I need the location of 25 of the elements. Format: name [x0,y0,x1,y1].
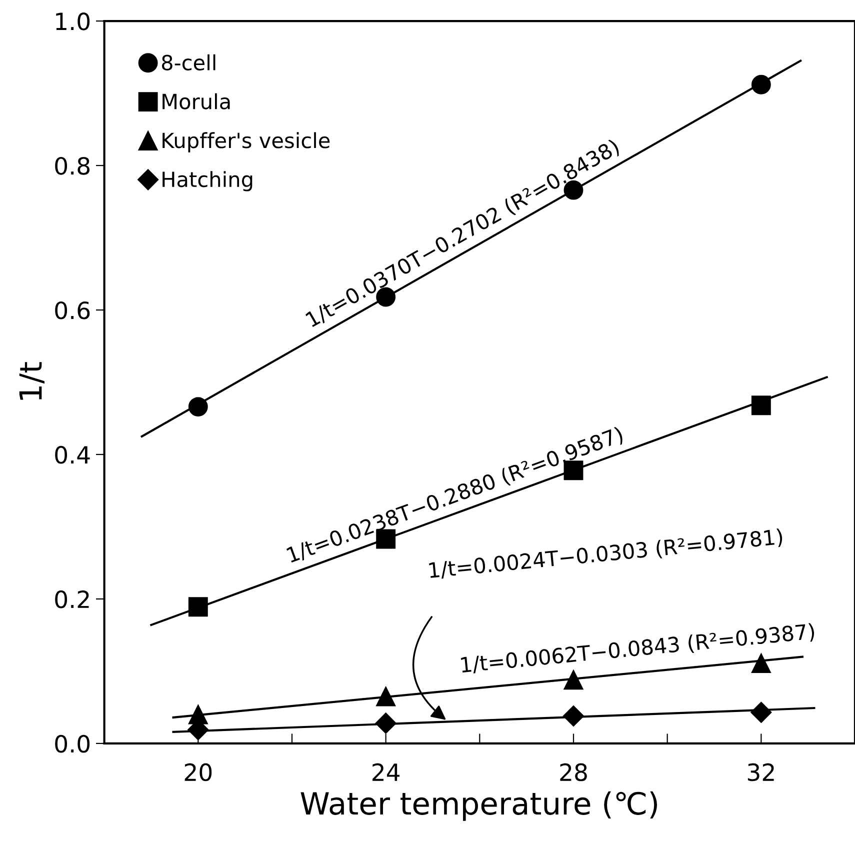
y-tick-label: 0.4 [55,446,90,464]
y-tick-label: 1.0 [56,12,90,30]
point [188,597,208,617]
y-tick-label: 0.2 [55,590,89,608]
point [750,702,772,723]
point [751,74,771,94]
y-axis-title: 1/t [19,362,44,400]
point [188,397,208,417]
x-tick-label: 28 [560,763,587,782]
legend-label: Kupffer's vesicle [162,132,330,152]
point [751,396,771,416]
x-tick-label: 24 [372,763,400,781]
y-tick-label: 0.6 [55,301,90,320]
x-axis-title: Water temperature (℃) [300,791,658,821]
point [562,705,584,727]
legend-label: Morula [162,93,230,110]
point [375,712,396,734]
y-tick-label: 0.8 [55,156,90,175]
x-tick-label: 32 [748,763,774,782]
point [376,686,396,706]
legend-label: Hatching [162,171,252,192]
x-tick-label: 20 [184,763,212,782]
y-tick-label: 0.0 [55,734,90,753]
point [751,654,771,673]
legend-label: 8-cell [162,54,216,70]
